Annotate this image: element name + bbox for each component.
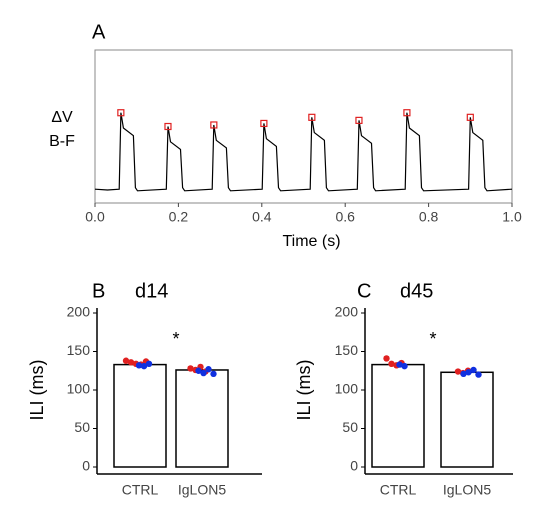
trace [94,112,513,192]
peak-marker [403,109,411,117]
peak-marker [210,121,218,129]
y-tick-label: 100 [67,381,91,397]
x-tick-label: CTRL [122,482,159,498]
data-point [127,359,135,366]
y-tick-label: 150 [335,342,359,358]
peak-marker [117,109,125,117]
bar [440,371,494,468]
y-tick-label: 200 [67,304,91,320]
significance: * [172,329,179,349]
data-point [200,369,207,377]
peak-marker [308,113,316,121]
panel-title: d45 [400,280,433,302]
y-axis-label: ΔV [51,109,73,126]
data-point [470,366,477,374]
bar [175,369,229,468]
data-point [401,362,408,370]
data-point [145,360,153,368]
data-point [187,365,194,372]
plot-frame [94,49,513,204]
x-tick-label: 0.4 [252,209,272,225]
y-axis-label: ILI (ms) [294,360,314,421]
peak-marker [260,119,268,128]
data-point [460,370,467,378]
y-tick-label: 200 [335,304,359,320]
peak-marker [466,113,474,121]
y-axis-label: B-F [49,133,75,150]
panel-letter: A [92,21,106,43]
x-axis-label: Time (s) [282,233,340,250]
panel-letter: B [92,280,105,302]
x-tick-label: 1.0 [502,209,522,225]
panel-title: d14 [135,280,168,302]
y-tick-label: 100 [335,381,359,397]
y-axis-label: ILI (ms) [27,360,47,421]
data-point [383,355,390,362]
x-tick-label: IgLON5 [443,482,491,498]
data-point [388,360,395,368]
y-tick-label: 0 [82,458,90,474]
x-tick-label: 0.0 [85,209,105,225]
y-tick-label: 150 [67,342,91,358]
data-point [140,362,148,370]
data-point [210,370,217,378]
x-tick-label: 0.2 [169,209,189,225]
bar [371,363,425,468]
x-tick-label: CTRL [380,482,417,498]
data-point [195,367,202,374]
peak-marker [164,122,172,131]
data-point [135,362,143,369]
panel-letter: C [357,280,371,302]
y-tick-label: 50 [342,419,358,435]
data-point [205,366,212,373]
data-point [465,369,472,376]
x-tick-label: 0.8 [419,209,439,225]
data-point [475,371,482,378]
x-tick-label: 0.6 [335,209,355,225]
y-tick-label: 0 [350,458,358,474]
y-tick-label: 50 [74,419,90,435]
bar [113,363,167,468]
significance: * [429,329,436,349]
data-point [122,357,130,364]
data-point [396,361,403,368]
data-point [454,368,462,375]
x-tick-label: IgLON5 [178,482,226,498]
peak-marker [355,116,363,124]
